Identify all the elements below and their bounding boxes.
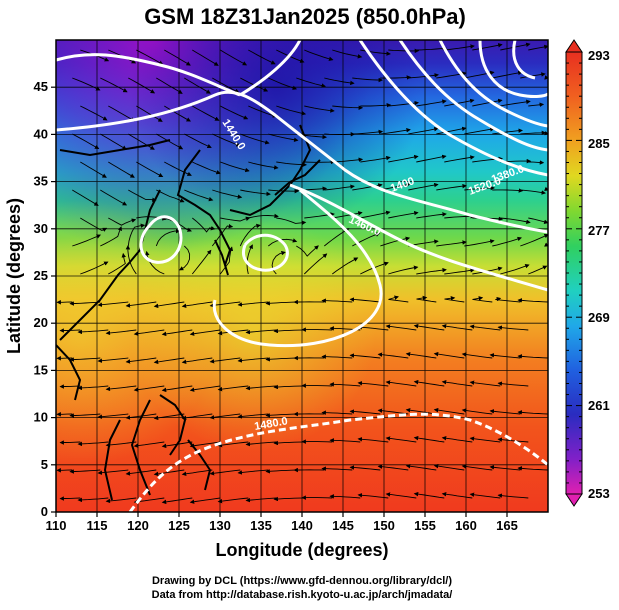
y-axis-ticks: 0 5 10 15 20 25 30 35 40 45 — [34, 79, 56, 519]
x-axis-ticks: 110 115 120 125 130 135 140 145 150 155 160 165 — [46, 512, 518, 533]
x-tick-label: 135 — [250, 518, 272, 533]
x-tick-label: 165 — [496, 518, 518, 533]
y-tick-label: 40 — [34, 126, 48, 141]
plot-area: 1440.0 1400 1460.0 1480.0 1520.0 1380.0 — [56, 40, 556, 512]
y-tick-label: 25 — [34, 268, 48, 283]
x-tick-label: 130 — [209, 518, 231, 533]
streamline — [60, 498, 80, 499]
credit-drawing: Drawing by DCL (https://www.gfd-dennou.o… — [152, 575, 452, 587]
colorbar-bottom-arrow — [566, 494, 582, 506]
x-tick-label: 155 — [414, 518, 436, 533]
x-tick-label: 160 — [455, 518, 477, 533]
y-tick-label: 45 — [34, 79, 48, 94]
colorbar-label-293: 293 — [588, 48, 610, 63]
colorbar-label-261: 261 — [588, 398, 610, 413]
y-tick-label: 30 — [34, 221, 48, 236]
x-axis-label: Longitude (degrees) — [215, 540, 388, 560]
x-tick-label: 140 — [291, 518, 313, 533]
credit-data: Data from http://database.rish.kyoto-u.a… — [152, 589, 453, 601]
y-tick-label: 35 — [34, 174, 48, 189]
x-tick-label: 110 — [46, 518, 67, 533]
colorbar-label-285: 285 — [588, 136, 610, 151]
y-tick-label: 0 — [41, 504, 48, 519]
y-tick-label: 20 — [34, 315, 48, 330]
y-tick-label: 15 — [34, 362, 48, 377]
colorbar-top-arrow — [566, 40, 582, 52]
streamline — [304, 162, 334, 163]
x-tick-label: 115 — [87, 518, 108, 533]
streamline — [324, 134, 354, 135]
y-tick-label: 5 — [41, 457, 48, 472]
colorbar-label-253: 253 — [588, 486, 610, 501]
x-tick-label: 125 — [168, 518, 190, 533]
streamline — [60, 330, 80, 331]
x-tick-label: 150 — [373, 518, 395, 533]
colorbar-label-277: 277 — [588, 223, 610, 238]
x-tick-label: 145 — [332, 518, 354, 533]
streamline — [60, 442, 80, 443]
x-tick-label: 120 — [127, 518, 149, 533]
y-tick-label: 10 — [34, 410, 48, 425]
map-title: GSM 18Z31Jan2025 (850.0hPa) — [144, 4, 466, 29]
streamline — [60, 386, 80, 387]
y-axis-label: Latitude (degrees) — [4, 198, 24, 354]
colorbar-label-269: 269 — [588, 310, 610, 325]
colorbar: 293 285 277 269 261 253 — [566, 40, 610, 506]
